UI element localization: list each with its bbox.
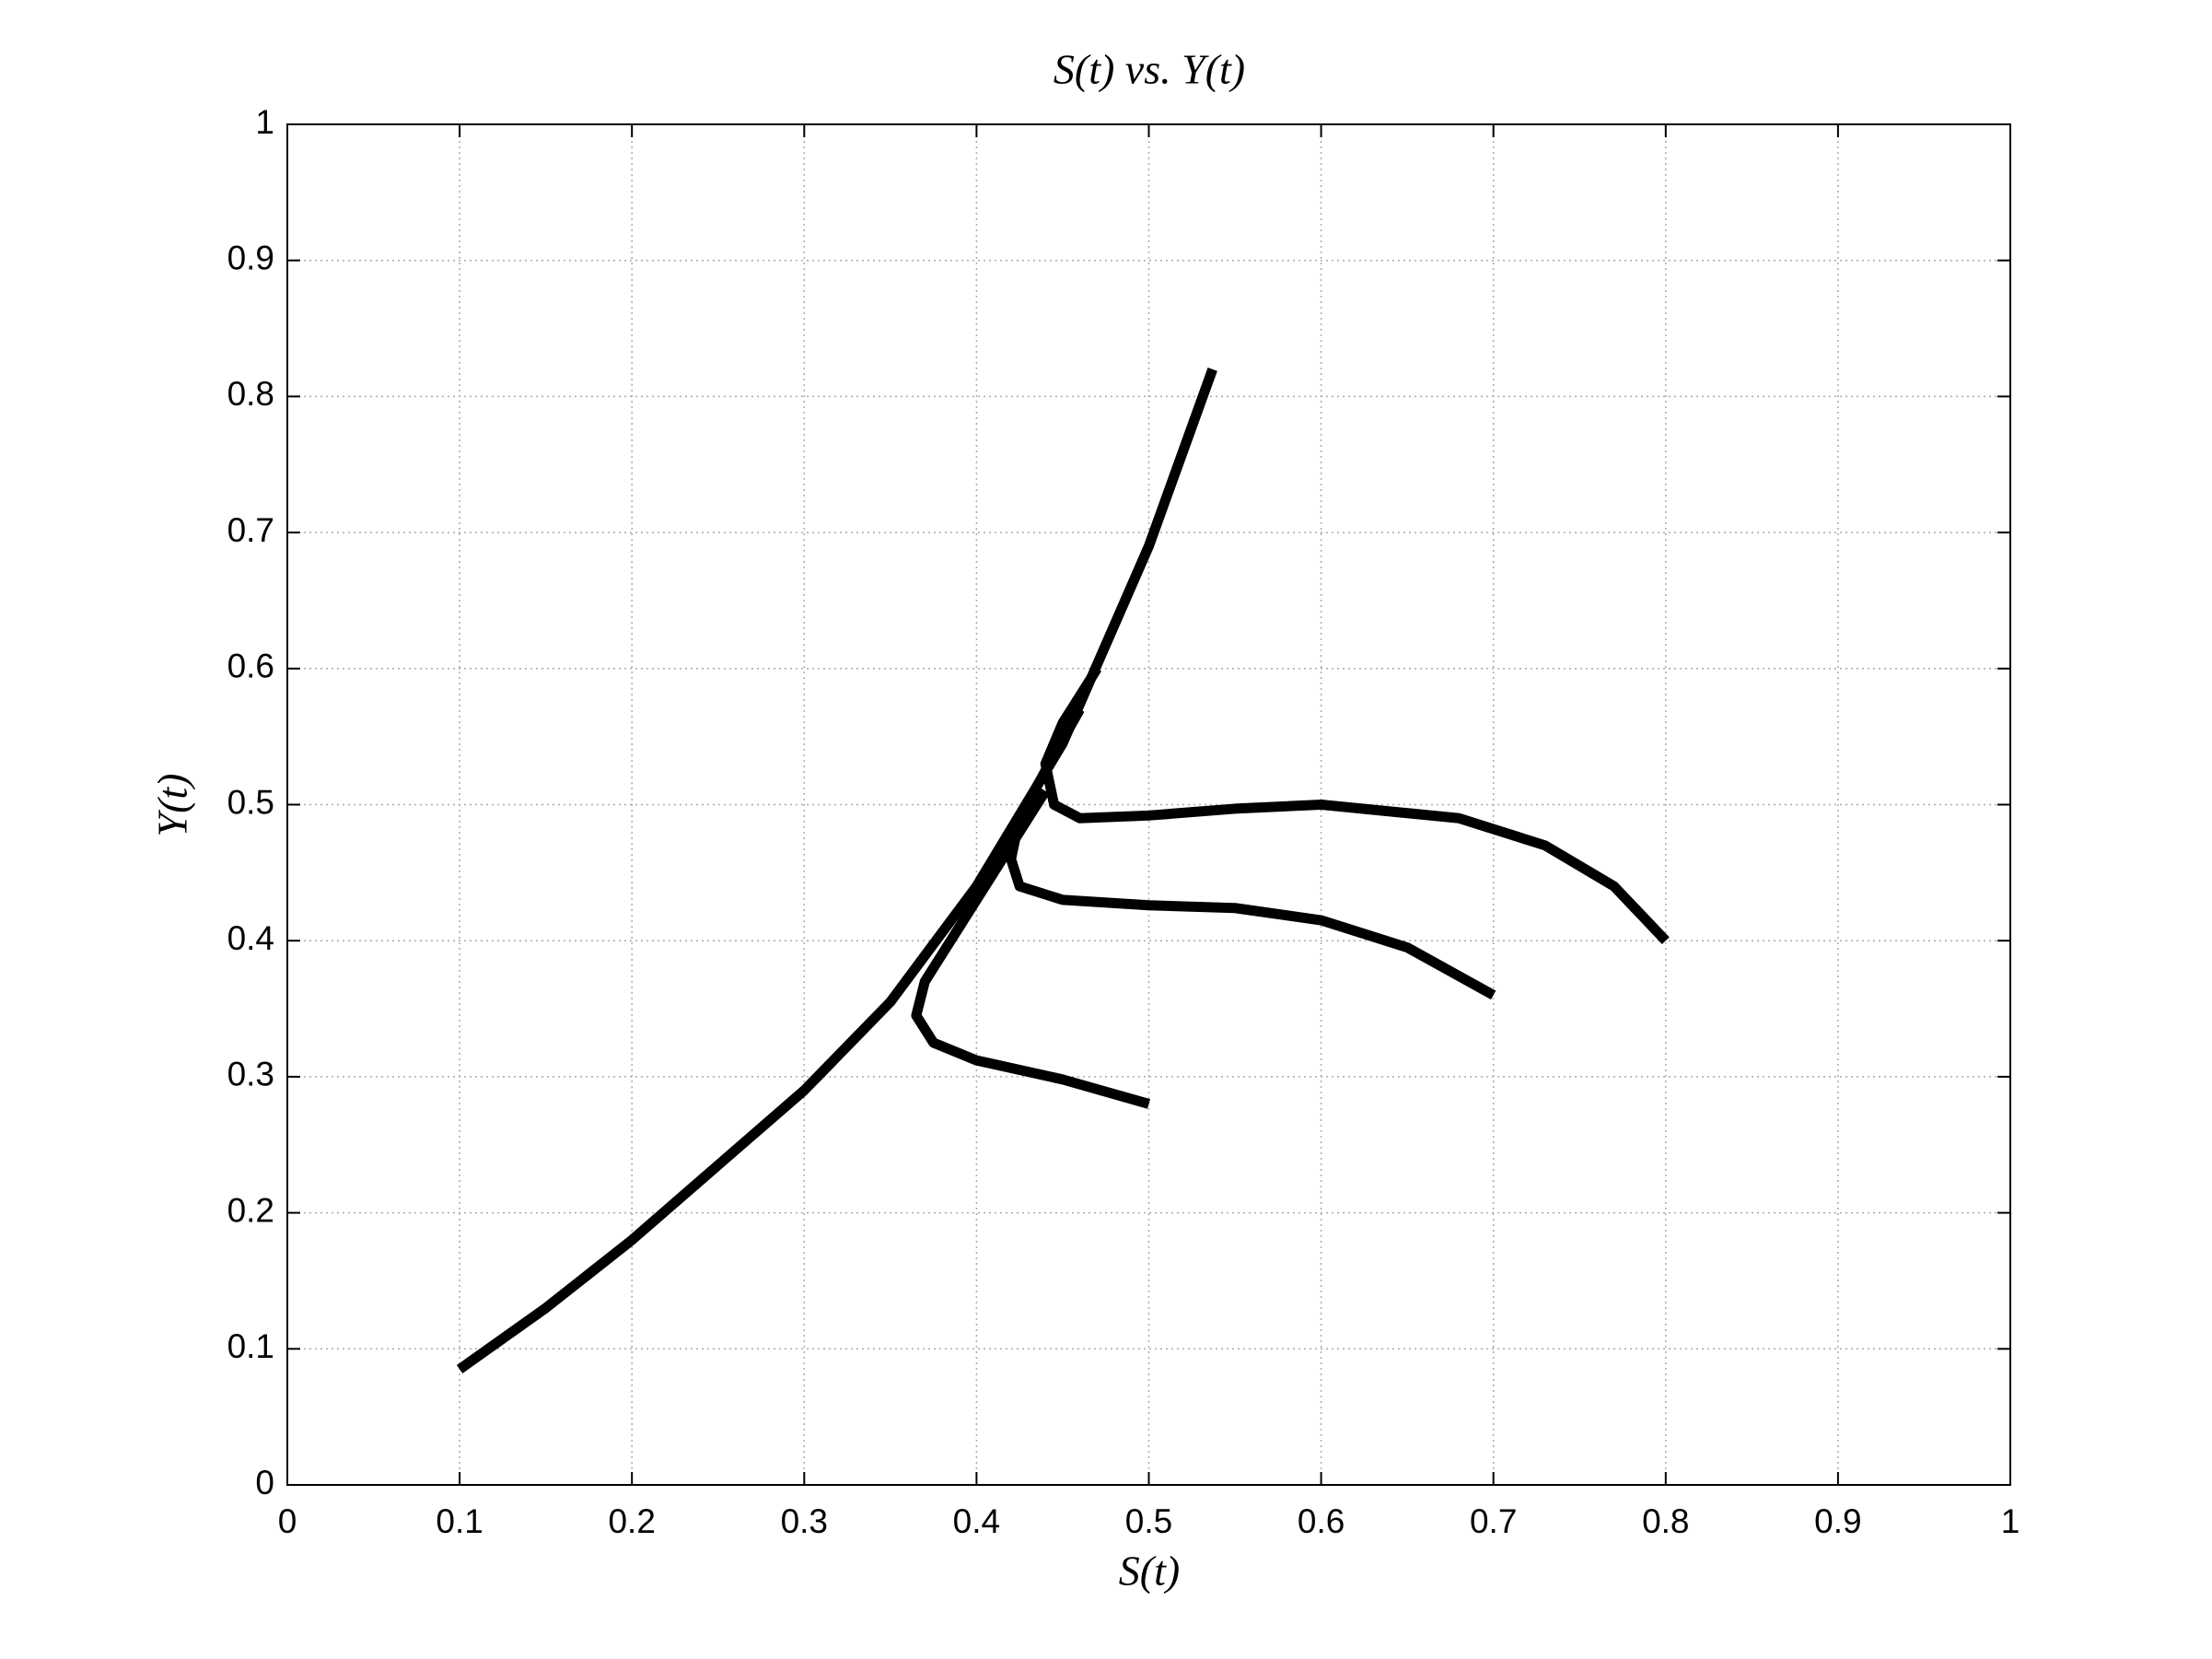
x-tick-label: 0 <box>278 1502 297 1540</box>
y-tick-label: 0.8 <box>227 375 274 413</box>
x-tick-label: 1 <box>2001 1502 2020 1540</box>
data-line <box>456 367 1217 1373</box>
x-tick-label: 0.8 <box>1642 1502 1689 1540</box>
y-tick-label: 0.2 <box>227 1191 274 1229</box>
x-tick-label: 0.4 <box>953 1502 1000 1540</box>
y-tick-label: 0.5 <box>227 783 274 821</box>
y-tick-label: 0 <box>255 1464 274 1501</box>
plot-frame <box>286 123 2011 1486</box>
x-tick-label: 0.9 <box>1814 1502 1861 1540</box>
data-line <box>1006 707 1496 1000</box>
x-tick-label: 0.6 <box>1298 1502 1345 1540</box>
y-tick-label: 1 <box>255 103 274 141</box>
y-tick-label: 0.4 <box>227 919 274 957</box>
y-tick-label: 0.6 <box>227 648 274 685</box>
x-tick-label: 0.2 <box>608 1502 655 1540</box>
y-tick-label: 0.3 <box>227 1056 274 1093</box>
x-tick-label: 0.3 <box>781 1502 828 1540</box>
y-tick-label: 0.1 <box>227 1327 274 1365</box>
y-axis-label: Y(t) <box>149 774 196 837</box>
chart-title: S(t) vs. Y(t) <box>1054 46 1245 93</box>
y-tick-label: 0.7 <box>227 511 274 549</box>
y-tick-label: 0.9 <box>227 239 274 276</box>
data-line <box>1040 665 1670 944</box>
x-tick-label: 0.1 <box>436 1502 483 1540</box>
data-line <box>911 788 1151 1109</box>
x-tick-label: 0.7 <box>1470 1502 1517 1540</box>
x-tick-label: 0.5 <box>1125 1502 1172 1540</box>
x-axis-label: S(t) <box>1119 1548 1180 1595</box>
